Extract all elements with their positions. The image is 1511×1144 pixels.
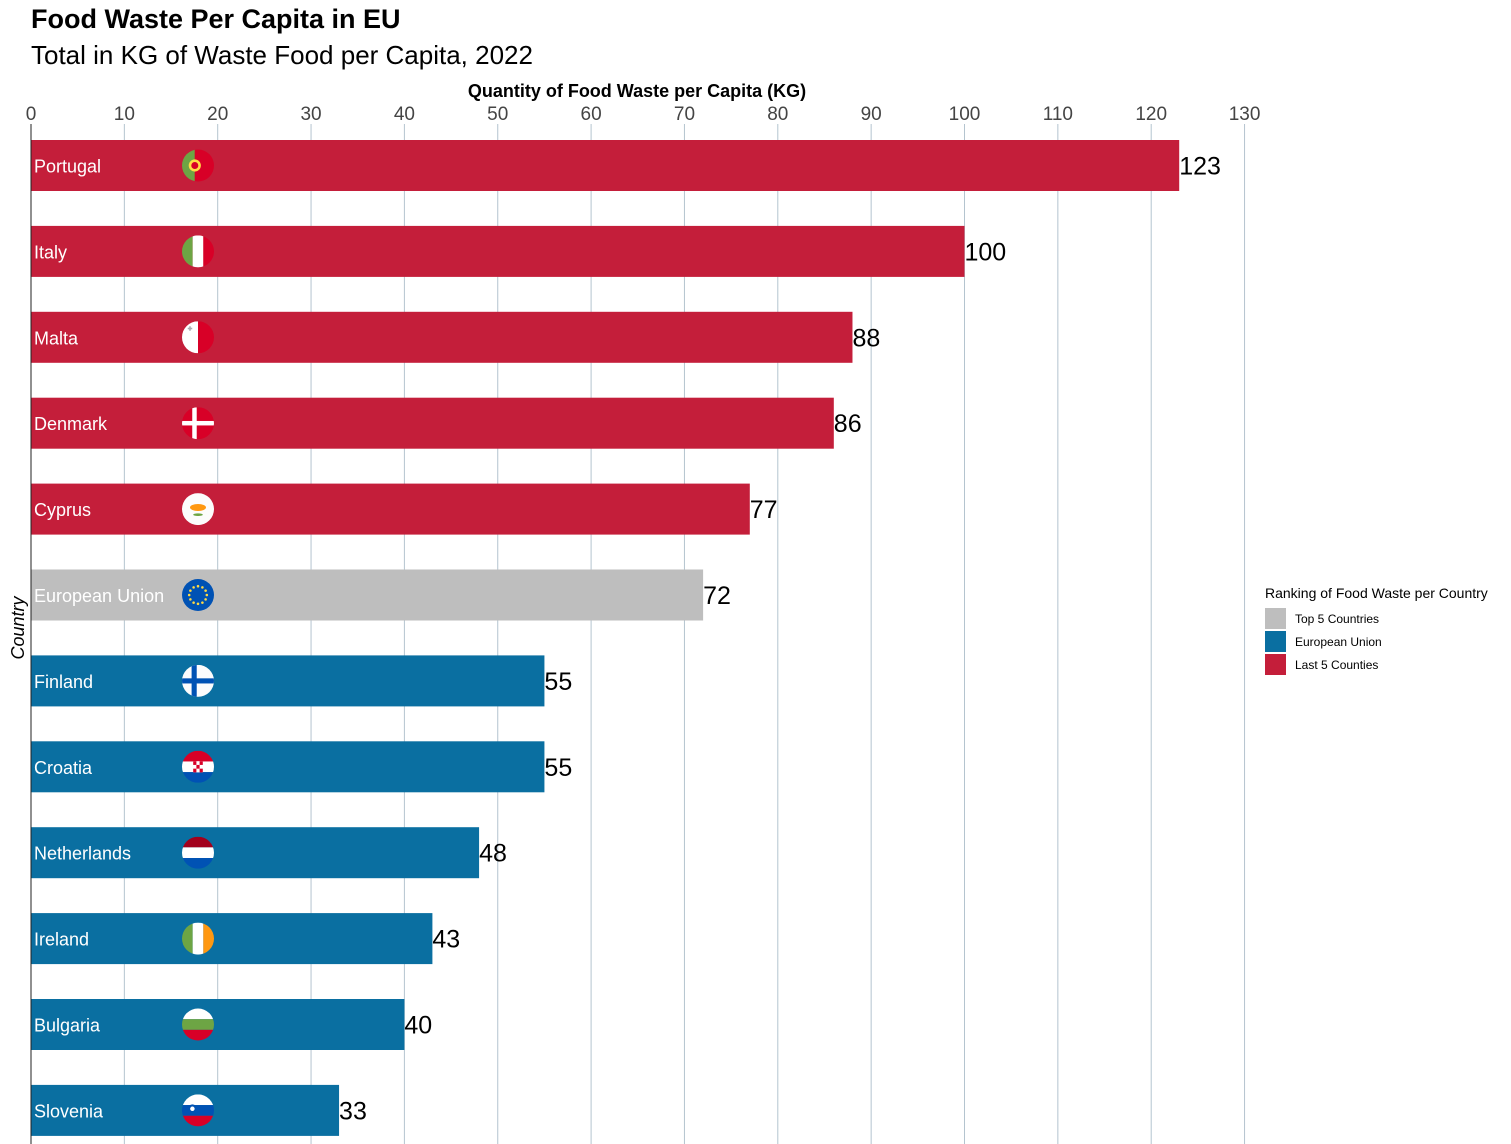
value-label: 123 <box>1179 153 1221 181</box>
bars: Portugal 123 Italy 100 Malta 88 Denmark 86 Cypru… <box>31 140 1221 1136</box>
y-axis-label: Country <box>8 595 28 659</box>
category-label: Netherlands <box>34 844 131 864</box>
bar-malta <box>31 311 853 363</box>
category-label: Portugal <box>34 157 101 177</box>
value-label: 48 <box>479 840 507 868</box>
category-label: Malta <box>34 328 79 348</box>
x-tick-label: 90 <box>861 104 882 125</box>
bulgaria-flag-icon <box>182 1008 214 1041</box>
grid-lines <box>30 124 1246 1144</box>
value-label: 72 <box>703 582 731 610</box>
value-label: 43 <box>432 926 460 954</box>
croatia-flag-icon <box>182 750 214 783</box>
x-tick-label: 40 <box>394 104 415 125</box>
bar-finland <box>31 655 545 707</box>
value-label: 86 <box>834 410 862 438</box>
ireland-flag-icon <box>182 922 214 955</box>
netherlands-flag-icon <box>182 836 214 869</box>
value-label: 100 <box>965 238 1007 266</box>
x-tick-label: 30 <box>300 104 321 125</box>
bar-bulgaria <box>31 999 405 1050</box>
x-tick-label: 10 <box>114 104 135 125</box>
cyprus-flag-icon <box>182 493 214 526</box>
bar-row-netherlands: Netherlands 48 <box>31 827 507 879</box>
x-tick-label: 20 <box>207 104 228 125</box>
bar-ireland <box>31 913 433 965</box>
bar-cyprus <box>31 483 750 535</box>
bar-row-finland: Finland 55 <box>31 655 572 707</box>
legend-key-top-5 <box>1265 608 1286 629</box>
legend-title: Ranking of Food Waste per Country <box>1265 585 1488 601</box>
legend: Ranking of Food Waste per Country Top 5 … <box>1265 585 1488 676</box>
bar-croatia <box>31 741 545 793</box>
legend-item-top-5: Top 5 Countries <box>1265 607 1488 630</box>
value-label: 77 <box>750 496 778 524</box>
portugal-flag-icon <box>182 149 214 182</box>
slovenia-flag-icon <box>182 1094 214 1127</box>
bar-netherlands <box>31 827 480 879</box>
chart-title: Food Waste Per Capita in EU <box>31 4 401 34</box>
bar-row-bulgaria: Bulgaria 40 <box>31 999 432 1050</box>
value-label: 40 <box>404 1012 432 1040</box>
legend-item-european-union: European Union <box>1265 630 1488 653</box>
bar-row-croatia: Croatia 55 <box>31 741 572 793</box>
italy-flag-icon <box>182 235 214 268</box>
x-tick-label: 0 <box>26 104 37 125</box>
category-label: Italy <box>34 242 67 262</box>
x-tick-label: 100 <box>949 104 981 125</box>
category-label: European Union <box>34 586 164 606</box>
malta-flag-icon <box>182 321 214 354</box>
category-label: Ireland <box>34 930 89 950</box>
bar-row-denmark: Denmark 86 <box>31 397 862 449</box>
chart-subtitle: Total in KG of Waste Food per Capita, 20… <box>31 40 533 70</box>
x-tick-label: 80 <box>767 104 788 125</box>
category-label: Slovenia <box>34 1101 104 1121</box>
finland-flag-icon <box>182 664 214 697</box>
x-tick-label: 130 <box>1229 104 1261 125</box>
legend-label-top-5: Top 5 Countries <box>1295 611 1380 626</box>
value-label: 55 <box>544 668 572 696</box>
legend-label-last-5: Last 5 Counties <box>1295 657 1379 672</box>
bar-row-malta: Malta 88 <box>31 311 880 363</box>
denmark-flag-icon <box>182 407 214 440</box>
category-label: Croatia <box>34 758 93 778</box>
legend-item-last-5: Last 5 Counties <box>1265 653 1488 676</box>
value-label: 88 <box>852 324 880 352</box>
legend-key-european-union <box>1265 631 1286 652</box>
bar-row-cyprus: Cyprus 77 <box>31 483 778 535</box>
bar-row-ireland: Ireland 43 <box>31 913 460 965</box>
value-label: 33 <box>339 1097 367 1125</box>
x-tick-label: 110 <box>1043 104 1073 125</box>
bar-portugal <box>31 140 1180 191</box>
bar-italy <box>31 225 965 277</box>
bar-row-slovenia: Slovenia 33 <box>31 1084 367 1136</box>
x-tick-label: 70 <box>674 104 695 125</box>
x-axis-ticks: 0 10 20 30 40 50 60 70 80 90 100 110 120 130 <box>26 104 1261 125</box>
x-tick-label: 60 <box>581 104 602 125</box>
bar-row-european-union: European Union 72 <box>31 569 731 621</box>
bar-row-portugal: Portugal 123 <box>31 140 1221 191</box>
bar-row-italy: Italy 100 <box>31 225 1007 277</box>
eu-flag-icon <box>182 579 214 611</box>
x-axis-label: Quantity of Food Waste per Capita (KG) <box>468 81 806 101</box>
x-tick-label: 120 <box>1135 104 1167 125</box>
value-label: 55 <box>544 754 572 782</box>
category-label: Cyprus <box>34 500 91 520</box>
bar-denmark <box>31 397 834 449</box>
category-label: Finland <box>34 672 93 692</box>
category-label: Denmark <box>34 414 108 434</box>
legend-label-european-union: European Union <box>1295 634 1382 649</box>
legend-key-last-5 <box>1265 654 1286 675</box>
x-tick-label: 50 <box>487 104 508 125</box>
category-label: Bulgaria <box>34 1016 101 1036</box>
bar-european-union <box>31 569 704 621</box>
